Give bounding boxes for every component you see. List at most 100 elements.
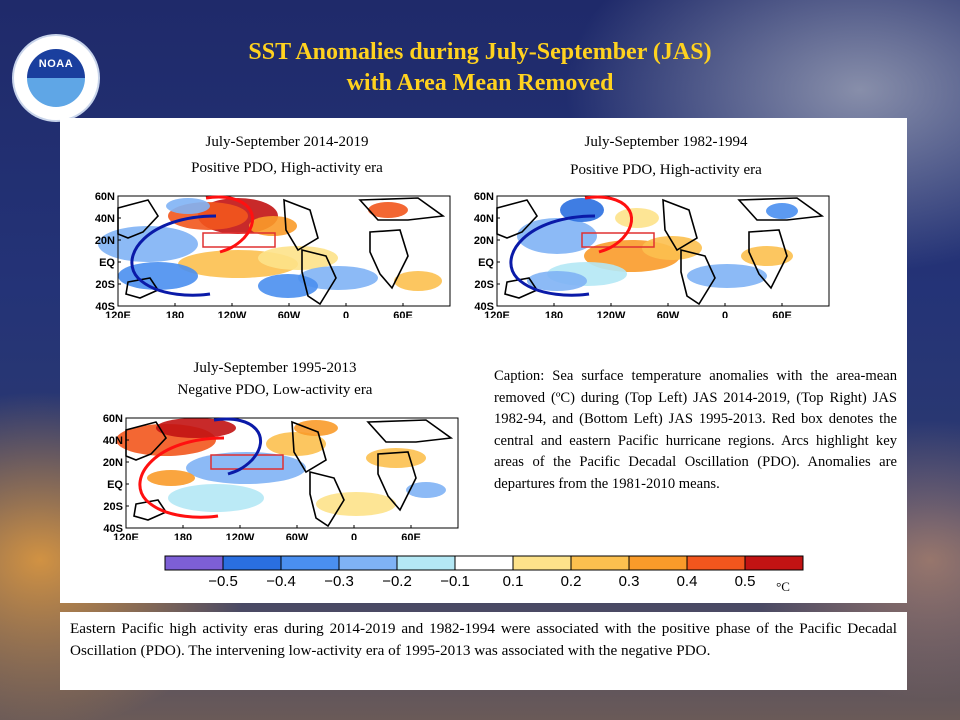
slide-title-line1: SST Anomalies during July-September (JAS… [248, 39, 712, 65]
continent-outline [680, 248, 716, 306]
summary-text: Eastern Pacific high activity eras durin… [70, 620, 897, 659]
continent-outline [377, 451, 417, 512]
lat-tick-label: EQ [99, 257, 115, 269]
sst-anomaly-patch [406, 482, 446, 498]
sst-anomaly-patch [642, 236, 702, 260]
lon-tick-label: 60W [286, 532, 309, 540]
color-scale-bar: −0.5 −0.4 −0.3 −0.2 −0.1 0.1 0.2 0.3 0.4 0.5 °C [164, 555, 804, 594]
sst-anomaly-patch [118, 262, 198, 290]
noaa-emblem [27, 49, 85, 107]
colorbar-swatch [628, 555, 688, 571]
colorbar-label: −0.2 [382, 573, 412, 590]
continent-outline [301, 248, 337, 306]
sst-anomaly-patch [517, 218, 597, 254]
continent-outline [283, 198, 319, 252]
continent-outline [133, 499, 168, 521]
colorbar-label: 0.3 [619, 573, 640, 590]
pdo-outer-arc [130, 214, 217, 297]
map1-subtitle: Positive PDO, High-activity era [191, 160, 383, 176]
colorbar-label: 0.1 [503, 573, 524, 590]
lon-tick-label: 180 [174, 532, 192, 540]
continent-outline [369, 229, 409, 290]
lat-tick-label: 60N [103, 413, 123, 425]
colorbar-unit: °C [776, 579, 790, 594]
noaa-logo-text: NOAA [38, 58, 74, 70]
lon-tick-label: 0 [722, 310, 728, 318]
continent-outline [125, 277, 160, 299]
lon-tick-label: 60W [278, 310, 301, 318]
colorbar-swatch [744, 555, 804, 571]
slide-title-line2: with Area Mean Removed [346, 70, 614, 96]
continent-outline [309, 470, 345, 528]
continent-outline [748, 229, 788, 290]
map-frame [125, 417, 459, 529]
colorbar-swatch [396, 555, 456, 571]
sst-anomaly-patch [316, 492, 396, 516]
colorbar-label: −0.1 [440, 573, 470, 590]
summary-box: Eastern Pacific high activity eras durin… [60, 612, 907, 690]
sst-anomaly-patch [687, 264, 767, 288]
colorbar-label: 0.2 [561, 573, 582, 590]
sst-anomaly-patch [294, 420, 338, 436]
pdo-outer-arc [138, 436, 225, 519]
sst-anomaly-patch [741, 246, 793, 266]
lat-tick-label: 60N [95, 191, 115, 203]
continent-outline [358, 197, 446, 221]
lat-tick-label: 20S [95, 279, 115, 291]
lon-tick-label: 0 [343, 310, 349, 318]
lat-tick-label: 20S [474, 279, 494, 291]
sst-anomaly-patch [147, 470, 195, 486]
lon-tick-label: 180 [545, 310, 563, 318]
lat-tick-label: 20N [95, 235, 115, 247]
colorbar-swatch [686, 555, 746, 571]
lat-tick-label: EQ [107, 479, 123, 491]
colorbar-swatch [222, 555, 282, 571]
lon-tick-label: 0 [351, 532, 357, 540]
sst-anomaly-patch [394, 271, 442, 291]
lat-tick-label: EQ [478, 257, 494, 269]
lon-tick-label: 60E [401, 532, 421, 540]
sst-anomaly-patch [527, 271, 587, 291]
lon-tick-label: 120W [226, 532, 255, 540]
map3-subtitle: Negative PDO, Low-activity era [177, 382, 373, 398]
figure-panel: July-September 2014-2019 Positive PDO, H… [60, 118, 907, 603]
map3-title: July-September 1995-2013 [193, 360, 357, 376]
sst-anomaly-patch [98, 226, 198, 262]
lat-tick-label: 40N [95, 213, 115, 225]
colorbar-swatch [164, 555, 224, 571]
lon-tick-label: 180 [166, 310, 184, 318]
colorbar-label: −0.3 [324, 573, 354, 590]
lat-tick-label: 40S [474, 301, 494, 313]
noaa-logo: NOAA [14, 36, 98, 120]
colorbar-label: −0.5 [208, 573, 238, 590]
sst-anomaly-patch [168, 484, 264, 512]
sst-anomaly-patch [368, 202, 408, 218]
lon-tick-label: 120E [105, 310, 131, 318]
hurricane-region-box [581, 232, 655, 248]
lat-tick-label: 20N [474, 235, 494, 247]
colorbar-label: −0.4 [266, 573, 296, 590]
colorbar-swatch [338, 555, 398, 571]
sst-anomaly-patch [166, 198, 210, 214]
sst-anomaly-patch [266, 432, 326, 456]
map1-title: July-September 2014-2019 [205, 134, 369, 150]
sst-anomaly-patch [258, 274, 318, 298]
pdo-outer-arc [509, 214, 596, 297]
map-frame [117, 195, 451, 307]
lat-tick-label: 20N [103, 457, 123, 469]
figure-caption: Caption: Sea surface temperature anomali… [494, 368, 897, 492]
map2-subtitle: Positive PDO, High-activity era [570, 162, 762, 178]
sst-anomaly-patch [366, 448, 426, 468]
sst-anomaly-patch [156, 418, 236, 438]
lat-tick-label: 20S [103, 501, 123, 513]
lon-tick-label: 120E [113, 532, 139, 540]
sst-anomaly-patch [258, 246, 338, 270]
continent-outline [366, 419, 454, 443]
sst-anomaly-patch [766, 203, 798, 219]
colorbar-swatch [570, 555, 630, 571]
pdo-inner-arc [213, 417, 263, 476]
lon-tick-label: 60E [393, 310, 413, 318]
colorbar-swatch [454, 555, 514, 571]
